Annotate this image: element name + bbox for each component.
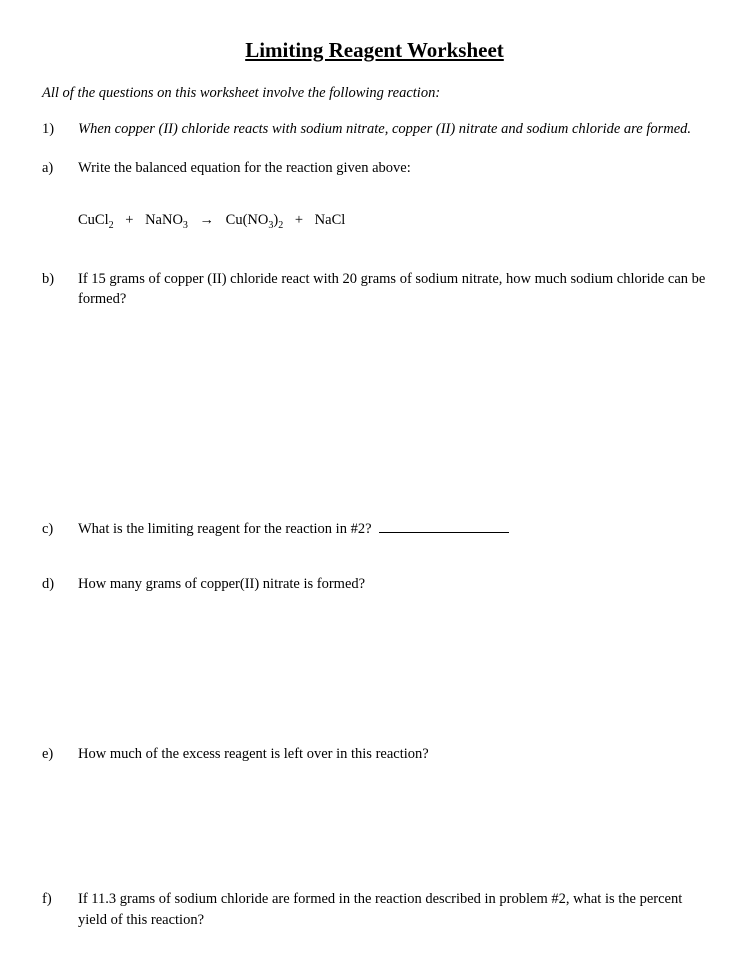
- label-c: c): [42, 519, 78, 539]
- p1a-text: Cu(NO: [226, 212, 269, 228]
- question-e: e) How much of the excess reagent is lef…: [42, 744, 707, 764]
- r1-text: CuCl: [78, 212, 109, 228]
- content-d: How many grams of copper(II) nitrate is …: [78, 574, 707, 594]
- question-a: a) Write the balanced equation for the r…: [42, 158, 707, 178]
- q1-number: 1): [42, 120, 78, 140]
- content-f: If 11.3 grams of sodium chloride are for…: [78, 889, 707, 930]
- reactant-1: CuCl2: [78, 212, 114, 228]
- question-d: d) How many grams of copper(II) nitrate …: [42, 574, 707, 594]
- label-e: e): [42, 744, 78, 764]
- label-a: a): [42, 158, 78, 178]
- chemical-equation: CuCl2 + NaNO3 → Cu(NO3)2 + NaCl: [78, 210, 707, 233]
- r1-sub: 2: [109, 220, 114, 231]
- worksheet-title: Limiting Reagent Worksheet: [42, 38, 707, 63]
- answer-blank: [379, 521, 509, 533]
- question-1: 1)When copper (II) chloride reacts with …: [42, 120, 707, 140]
- question-c: c) What is the limiting reagent for the …: [42, 519, 707, 539]
- product-2: NaCl: [315, 212, 346, 228]
- content-a: Write the balanced equation for the reac…: [78, 158, 707, 178]
- question-b: b) If 15 grams of copper (II) chloride r…: [42, 269, 707, 310]
- product-1: Cu(NO3)2: [226, 212, 284, 228]
- reactant-2: NaNO3: [145, 212, 188, 228]
- r2-sub: 3: [183, 220, 188, 231]
- equation-spacer: [42, 196, 78, 233]
- q1-text: When copper (II) chloride reacts with so…: [78, 121, 691, 137]
- content-e: How much of the excess reagent is left o…: [78, 744, 707, 764]
- label-d: d): [42, 574, 78, 594]
- c-text: What is the limiting reagent for the rea…: [78, 521, 372, 537]
- content-b: If 15 grams of copper (II) chloride reac…: [78, 269, 707, 310]
- intro-text: All of the questions on this worksheet i…: [42, 85, 707, 102]
- arrow-icon: →: [200, 212, 215, 228]
- label-f: f): [42, 889, 78, 930]
- plus-2: +: [295, 212, 303, 228]
- p1-sub2: 2: [278, 220, 283, 231]
- r2-text: NaNO: [145, 212, 183, 228]
- equation-row: CuCl2 + NaNO3 → Cu(NO3)2 + NaCl: [42, 196, 707, 233]
- label-b: b): [42, 269, 78, 310]
- content-c: What is the limiting reagent for the rea…: [78, 519, 707, 539]
- plus-1: +: [125, 212, 133, 228]
- question-f: f) If 11.3 grams of sodium chloride are …: [42, 889, 707, 930]
